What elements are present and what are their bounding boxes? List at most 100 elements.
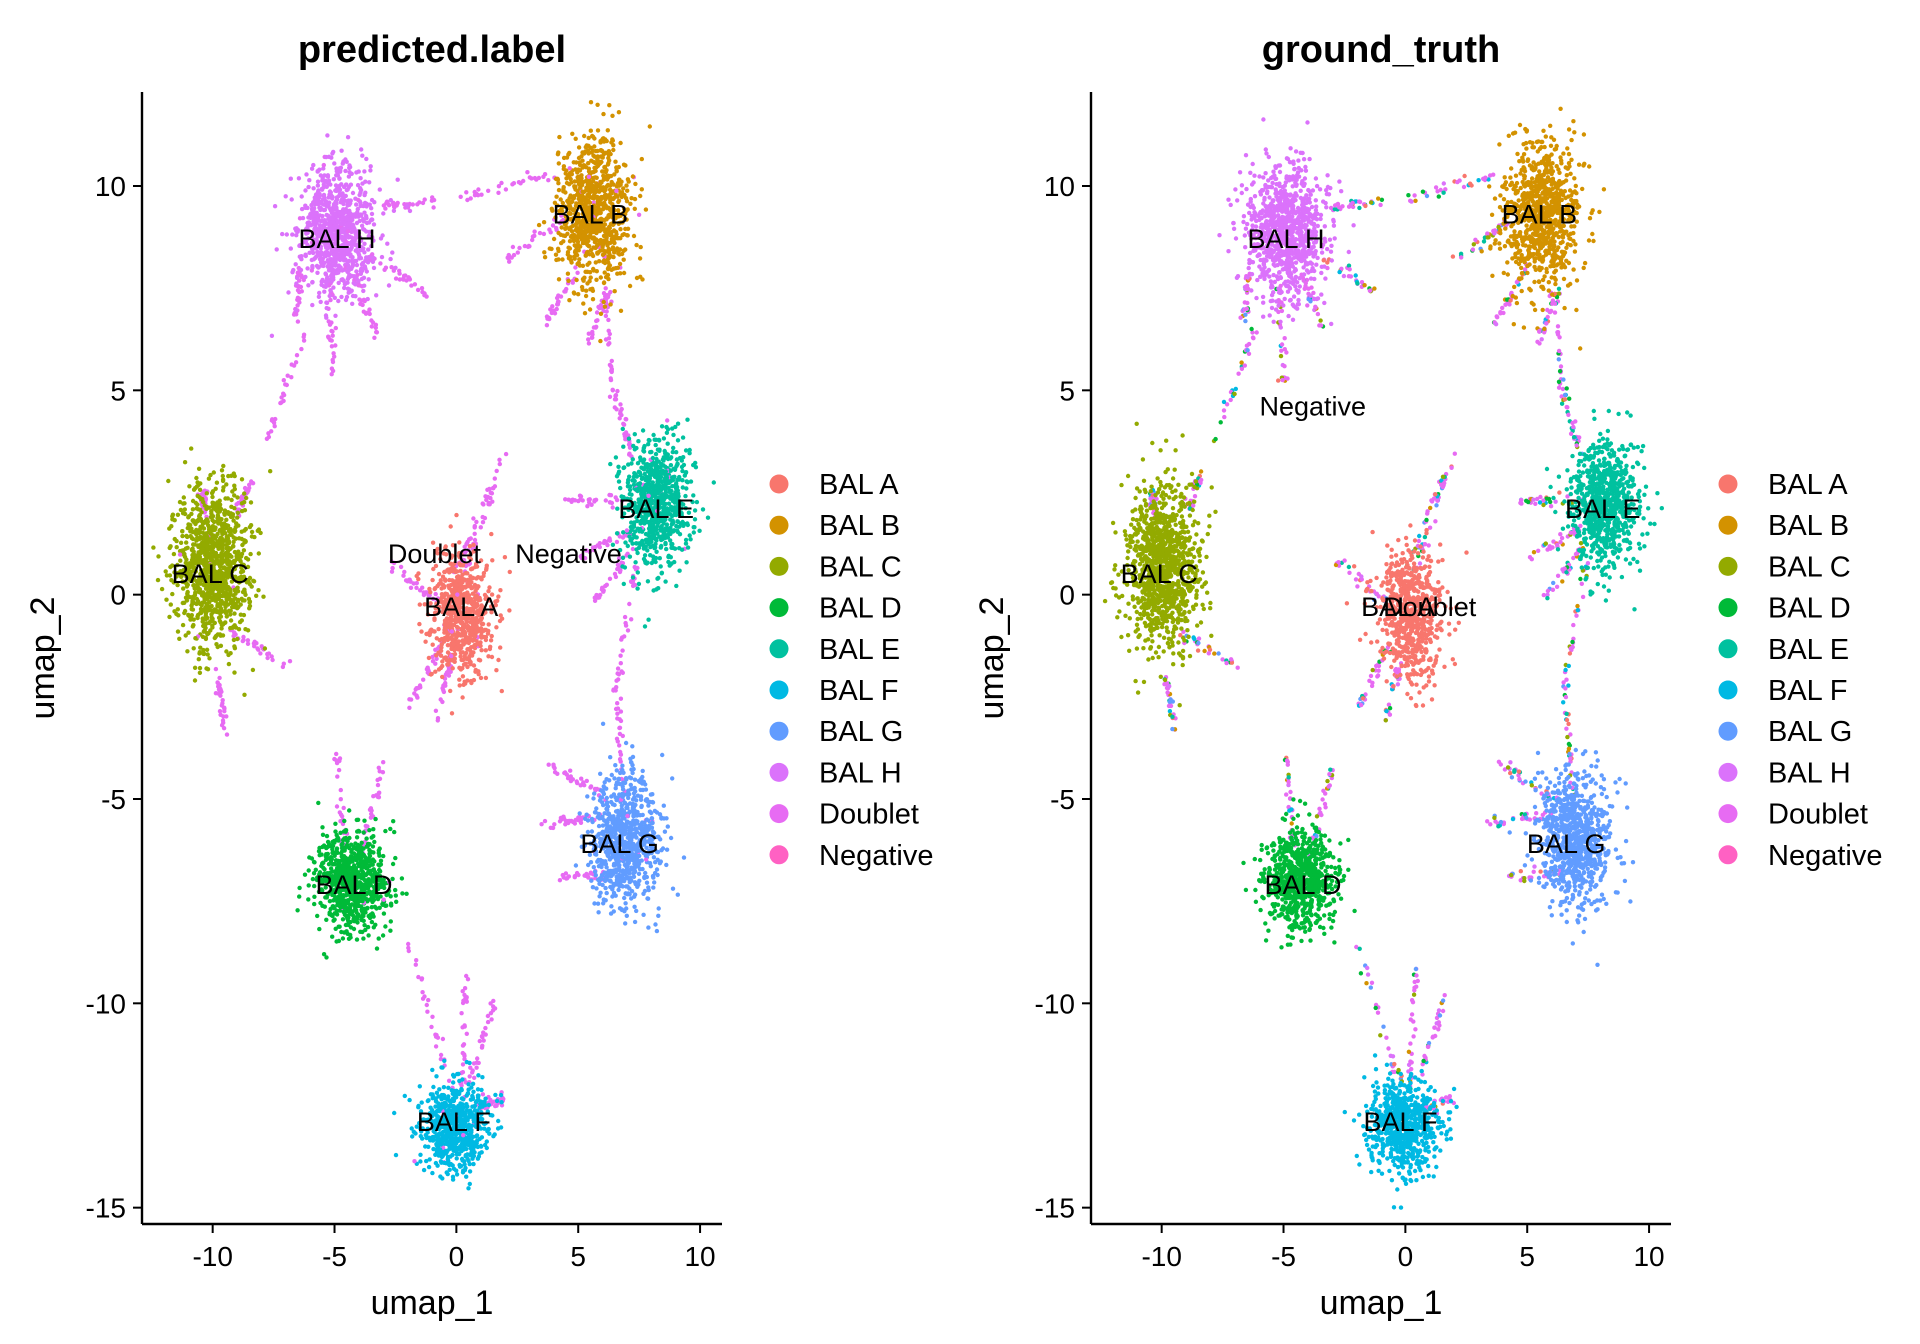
data-point bbox=[358, 845, 363, 851]
data-point bbox=[587, 307, 593, 312]
data-point bbox=[445, 637, 451, 642]
data-point bbox=[193, 521, 198, 527]
data-point bbox=[601, 280, 607, 286]
data-point bbox=[578, 820, 584, 825]
data-point bbox=[407, 697, 412, 702]
data-point bbox=[609, 368, 614, 373]
data-point bbox=[429, 1024, 434, 1030]
data-point bbox=[245, 638, 251, 643]
data-point bbox=[557, 878, 563, 883]
data-point bbox=[225, 523, 231, 528]
data-point bbox=[609, 358, 614, 364]
data-point bbox=[588, 145, 593, 150]
data-point bbox=[613, 159, 618, 164]
data-point bbox=[638, 244, 643, 250]
data-point bbox=[374, 330, 380, 335]
data-point bbox=[460, 674, 466, 679]
data-point bbox=[397, 277, 402, 282]
data-point bbox=[193, 636, 198, 641]
data-point bbox=[489, 531, 494, 537]
data-point bbox=[192, 542, 197, 547]
data-point bbox=[185, 649, 190, 654]
data-point bbox=[551, 764, 556, 769]
data-point bbox=[383, 924, 388, 929]
data-point bbox=[423, 639, 428, 644]
data-point bbox=[616, 672, 622, 677]
data-point bbox=[618, 308, 624, 313]
data-point bbox=[694, 499, 700, 505]
data-point bbox=[367, 857, 372, 862]
data-point bbox=[599, 159, 604, 165]
data-point bbox=[620, 535, 626, 540]
data-point bbox=[197, 487, 203, 492]
data-point bbox=[240, 542, 245, 548]
data-point bbox=[283, 382, 288, 387]
data-point bbox=[620, 232, 625, 238]
data-point bbox=[254, 593, 259, 598]
data-point bbox=[170, 514, 175, 519]
data-point bbox=[281, 661, 286, 666]
data-point bbox=[425, 665, 430, 670]
data-point bbox=[585, 873, 590, 878]
data-point bbox=[598, 181, 603, 186]
data-point bbox=[610, 113, 615, 119]
data-point bbox=[558, 294, 564, 299]
data-point bbox=[183, 633, 188, 638]
data-point bbox=[582, 151, 587, 156]
data-point bbox=[243, 539, 248, 544]
data-point bbox=[386, 203, 392, 208]
data-point bbox=[507, 608, 512, 613]
data-point bbox=[401, 277, 406, 282]
data-point bbox=[601, 291, 607, 296]
data-point bbox=[216, 546, 221, 551]
data-point bbox=[631, 233, 637, 239]
data-point bbox=[354, 937, 360, 942]
data-point bbox=[556, 248, 561, 254]
data-point bbox=[453, 583, 459, 588]
data-point bbox=[587, 270, 593, 275]
data-point bbox=[595, 148, 600, 154]
data-point bbox=[594, 277, 599, 282]
data-point bbox=[617, 569, 623, 575]
data-point bbox=[487, 585, 492, 590]
data-point bbox=[383, 828, 388, 834]
data-point bbox=[563, 871, 569, 876]
data-point bbox=[618, 485, 623, 491]
data-point bbox=[194, 475, 199, 481]
data-point bbox=[587, 549, 592, 555]
data-point bbox=[371, 925, 376, 930]
data-point bbox=[231, 539, 236, 545]
data-point bbox=[618, 749, 623, 755]
data-point bbox=[617, 757, 623, 762]
data-point bbox=[573, 265, 578, 270]
data-point bbox=[294, 353, 300, 358]
data-point bbox=[559, 219, 564, 224]
data-point bbox=[433, 1044, 439, 1049]
data-point bbox=[590, 134, 596, 139]
data-point bbox=[224, 542, 229, 548]
data-point bbox=[258, 651, 263, 656]
data-point bbox=[487, 486, 492, 492]
data-point bbox=[586, 169, 592, 174]
data-point bbox=[248, 551, 253, 557]
data-point bbox=[417, 621, 422, 627]
data-point bbox=[554, 306, 559, 312]
data-point bbox=[197, 651, 202, 656]
data-point bbox=[347, 808, 352, 813]
data-point bbox=[185, 534, 190, 540]
data-point bbox=[211, 540, 216, 545]
data-point bbox=[455, 625, 460, 630]
data-point bbox=[214, 480, 220, 485]
data-point bbox=[581, 163, 586, 168]
data-point bbox=[486, 622, 491, 627]
data-point bbox=[171, 551, 177, 557]
data-point bbox=[232, 611, 237, 616]
data-point bbox=[373, 816, 378, 822]
data-point bbox=[490, 558, 495, 563]
data-point bbox=[618, 661, 623, 666]
data-point bbox=[206, 604, 212, 609]
data-point bbox=[388, 826, 393, 832]
data-point bbox=[602, 165, 607, 170]
data-point bbox=[295, 319, 301, 324]
data-point bbox=[216, 691, 221, 696]
